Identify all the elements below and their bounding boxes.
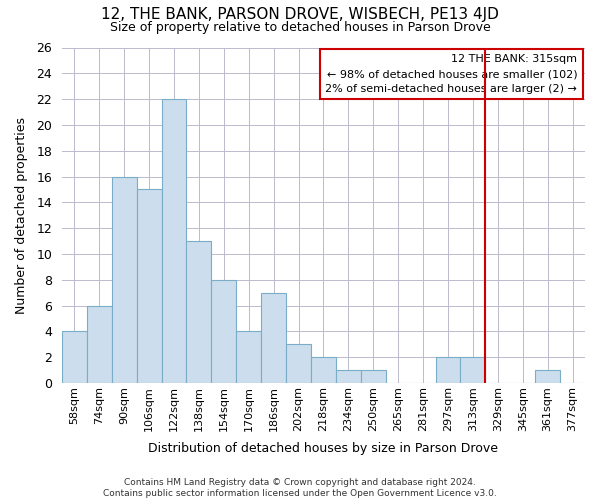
Bar (187, 241, 211, 383)
Text: 12 THE BANK: 315sqm
← 98% of detached houses are smaller (102)
2% of semi-detach: 12 THE BANK: 315sqm ← 98% of detached ho… (325, 54, 577, 94)
Bar (137, 190, 161, 383)
Bar (161, 99, 187, 383)
Bar (261, 292, 286, 383)
Bar (87, 306, 112, 383)
Bar (286, 344, 311, 383)
Bar (361, 370, 386, 383)
Bar (535, 370, 560, 383)
Text: 12, THE BANK, PARSON DROVE, WISBECH, PE13 4JD: 12, THE BANK, PARSON DROVE, WISBECH, PE1… (101, 8, 499, 22)
Y-axis label: Number of detached properties: Number of detached properties (15, 116, 28, 314)
Bar (211, 280, 236, 383)
X-axis label: Distribution of detached houses by size in Parson Drove: Distribution of detached houses by size … (148, 442, 499, 455)
Bar (62, 332, 87, 383)
Bar (311, 357, 336, 383)
Text: Contains HM Land Registry data © Crown copyright and database right 2024.
Contai: Contains HM Land Registry data © Crown c… (103, 478, 497, 498)
Bar (460, 357, 485, 383)
Bar (436, 357, 460, 383)
Bar (336, 370, 361, 383)
Bar (236, 332, 261, 383)
Bar (112, 176, 137, 383)
Text: Size of property relative to detached houses in Parson Drove: Size of property relative to detached ho… (110, 21, 490, 34)
